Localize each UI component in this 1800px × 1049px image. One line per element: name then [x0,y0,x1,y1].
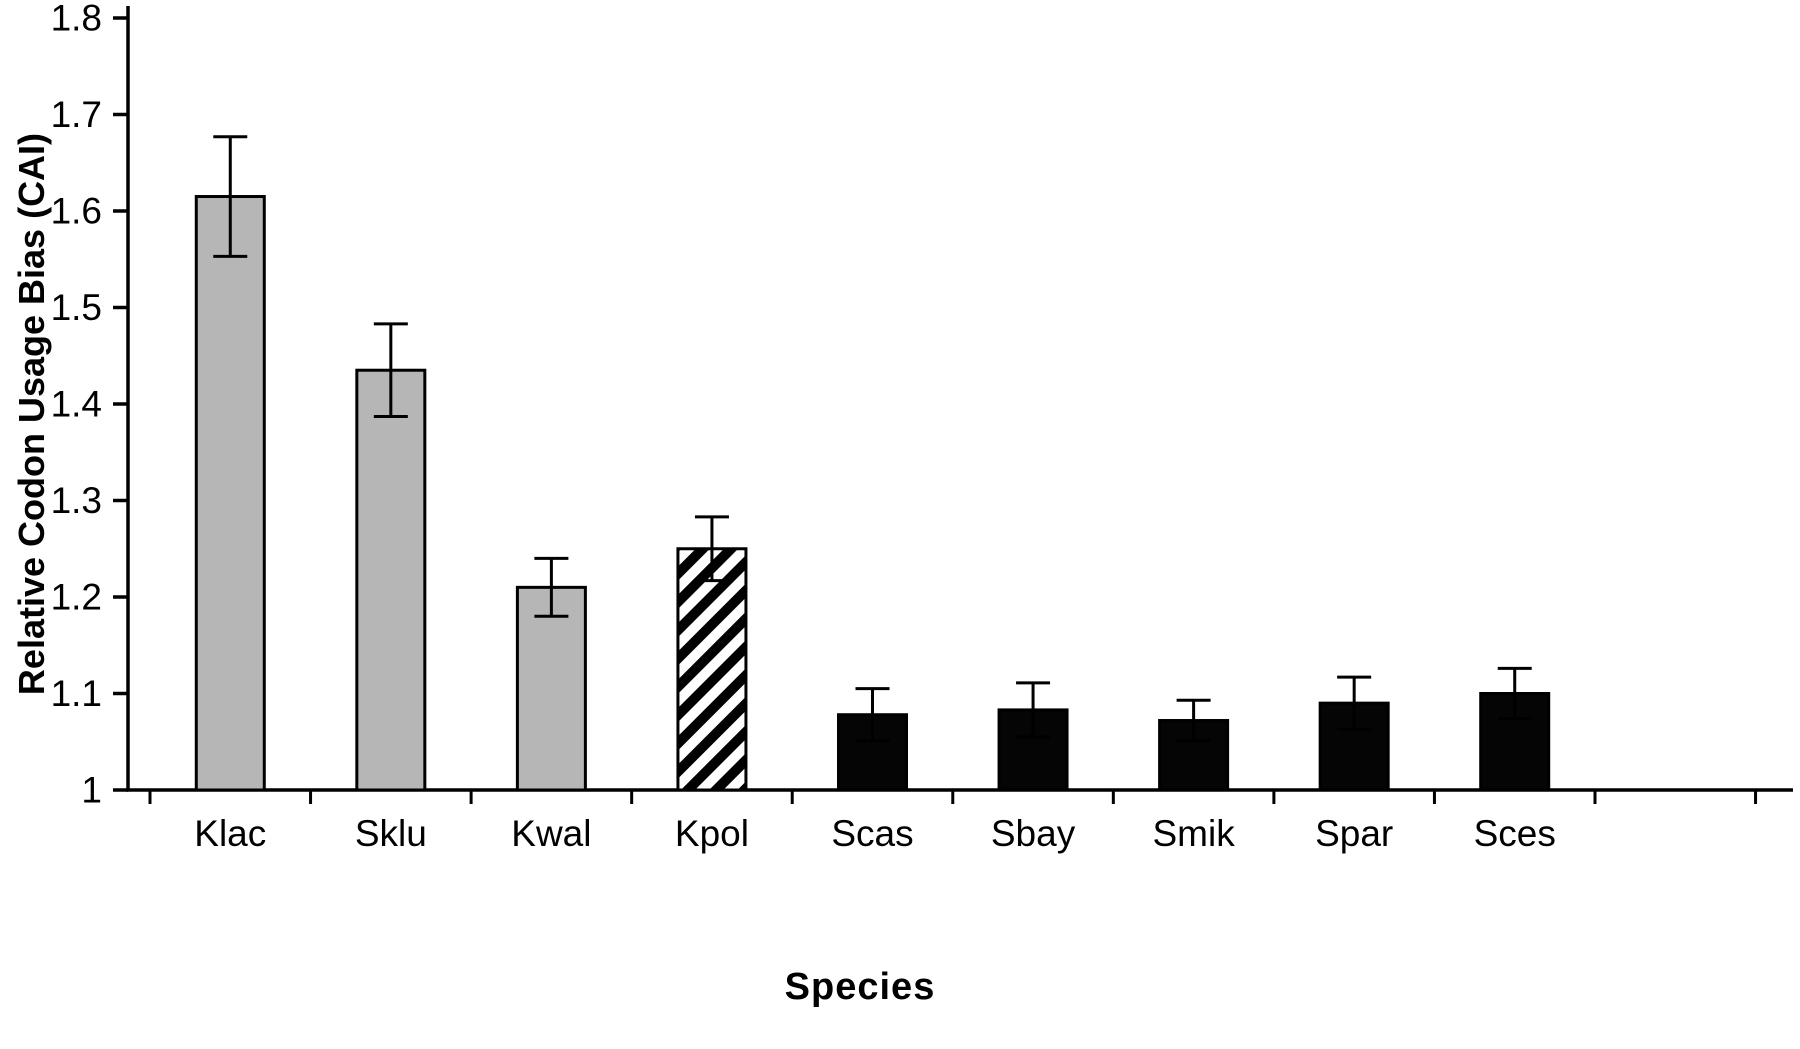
x-category-label: Smik [1152,813,1235,854]
y-tick-label: 1.8 [51,0,102,39]
y-tick-label: 1.4 [51,384,102,425]
x-category-label: Sklu [355,813,427,854]
x-category-label: Klac [194,813,266,854]
x-category-label: Kwal [511,813,591,854]
y-tick-label: 1.1 [51,673,102,714]
x-category-label: Sbay [991,813,1076,854]
y-tick-label: 1 [81,770,102,811]
x-category-label: Spar [1315,813,1393,854]
y-tick-label: 1.5 [51,287,102,328]
y-tick-label: 1.3 [51,480,102,521]
bar-kpol [676,547,748,792]
y-tick-label: 1.2 [51,577,102,618]
y-axis-title: Relative Codon Usage Bias (CAI) [11,132,52,696]
x-category-label: Kpol [675,813,749,854]
bar-klac [194,195,266,792]
y-tick-label: 1.6 [51,191,102,232]
x-category-label: Sces [1474,813,1556,854]
bar-sklu [355,368,427,792]
bar-kwal [515,585,587,792]
x-category-label: Scas [831,813,913,854]
x-axis-title: Species [784,966,936,1008]
y-tick-label: 1.7 [51,94,102,135]
